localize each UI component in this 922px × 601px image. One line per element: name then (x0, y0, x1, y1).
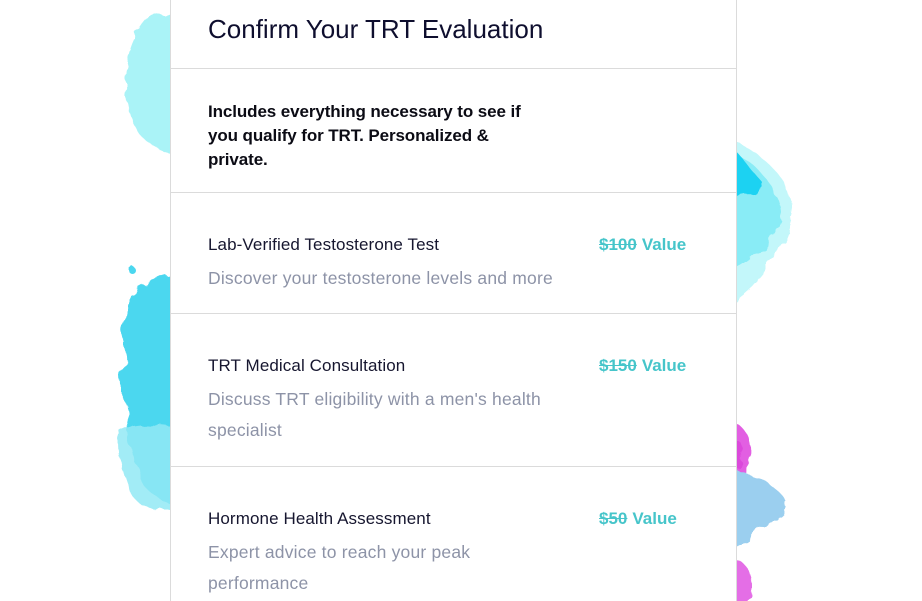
value-label: Value (632, 509, 677, 528)
strikethrough-price: $50 (599, 509, 628, 528)
line-item-description-line: specialist (208, 420, 282, 440)
strikethrough-price: $150 (599, 356, 637, 375)
line-item-description: Discuss TRT eligibility with a men's hea… (208, 384, 599, 446)
line-item-text: Hormone Health Assessment Expert advice … (208, 507, 599, 599)
line-item-description: Discover your testosterone levels and mo… (208, 263, 599, 294)
page-title: Confirm Your TRT Evaluation (208, 14, 544, 44)
line-item-hormone-assessment: Hormone Health Assessment Expert advice … (171, 467, 736, 601)
card-description: Includes everything necessary to see if … (171, 69, 736, 193)
line-item-description-line: Expert advice to reach your peak (208, 542, 471, 562)
line-item-name: Hormone Health Assessment (208, 509, 431, 528)
card-description-line: you qualify for TRT. Personalized & (208, 126, 489, 145)
line-item-description-line: performance (208, 573, 309, 593)
line-item-medical-consultation: TRT Medical Consultation Discuss TRT eli… (171, 314, 736, 467)
line-item-name: TRT Medical Consultation (208, 356, 406, 375)
strikethrough-price: $100 (599, 235, 637, 254)
line-item-value: $50 Value (599, 507, 677, 531)
value-label: Value (641, 235, 687, 254)
trt-evaluation-card: Confirm Your TRT Evaluation Includes eve… (170, 0, 737, 601)
value-label: Value (641, 356, 687, 375)
card-header: Confirm Your TRT Evaluation (171, 0, 736, 69)
line-item-description: Expert advice to reach your peak perform… (208, 537, 599, 599)
line-item-name: Lab-Verified Testosterone Test (208, 235, 440, 254)
watercolor-blob-blue-right (722, 470, 789, 550)
line-item-text: Lab-Verified Testosterone Test Discover … (208, 233, 599, 294)
line-item-description-line: Discuss TRT eligibility with a men's hea… (208, 389, 541, 409)
line-item-text: TRT Medical Consultation Discuss TRT eli… (208, 354, 599, 446)
line-item-testosterone-test: Lab-Verified Testosterone Test Discover … (171, 193, 736, 314)
card-description-line: private. (208, 150, 268, 169)
line-item-value: $100 Value (599, 233, 686, 257)
card-description-line: Includes everything necessary to see if (208, 102, 521, 121)
line-item-description-line: Discover your testosterone levels and mo… (208, 268, 553, 288)
line-item-value: $150 Value (599, 354, 686, 378)
